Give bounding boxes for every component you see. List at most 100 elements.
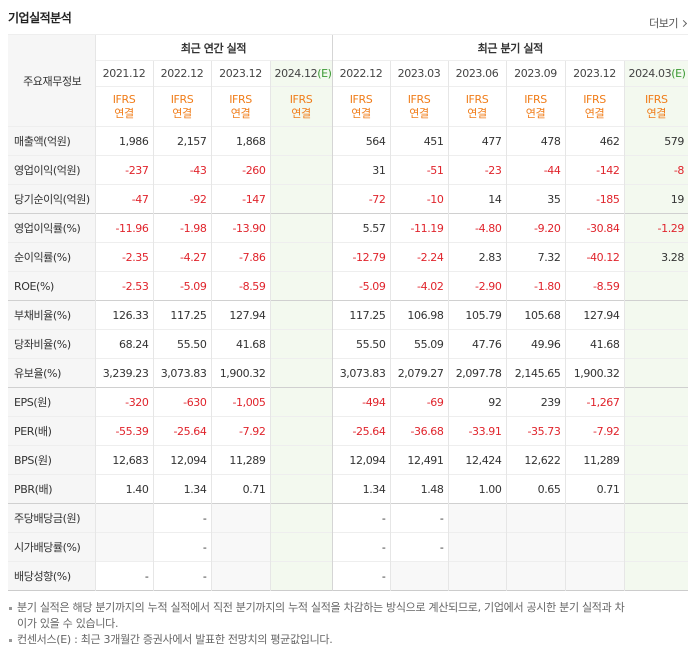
value-cell: 2,157 xyxy=(152,126,211,156)
value-cell: -1.98 xyxy=(152,213,211,243)
value-cell: -10 xyxy=(389,184,448,214)
value-cell: 1.00 xyxy=(447,474,506,504)
empty-cell xyxy=(269,532,332,562)
value-cell: -13.90 xyxy=(210,213,270,243)
more-link[interactable]: 더보기 xyxy=(649,15,686,31)
empty-cell xyxy=(269,387,332,417)
value-cell: 0.71 xyxy=(564,474,624,504)
value-cell: -2.53 xyxy=(94,271,153,301)
group-header: 최근 연간 실적 xyxy=(94,34,332,61)
row-label: 부채비율(%) xyxy=(8,300,95,330)
data-row: 유보율(%) 3,239.23 3,073.83 1,900.32 3,073.83 2,… xyxy=(8,358,688,388)
value-cell: -7.86 xyxy=(210,242,270,272)
period-header: 2023.03 xyxy=(389,60,448,87)
value-cell: -55.39 xyxy=(94,416,153,446)
basis-header: IFRS 연결 xyxy=(389,86,448,127)
empty-cell xyxy=(623,474,688,504)
row-label: PBR(배) xyxy=(8,474,95,504)
empty-cell xyxy=(269,503,332,533)
data-row: 영업이익률(%) -11.96 -1.98 -13.90 5.57 -11.19 -4.80… xyxy=(8,213,688,243)
financial-table: 주요재무정보 최근 연간 실적 최근 분기 실적 2021.12 2022.12 2023… xyxy=(8,34,688,591)
value-cell: -11.19 xyxy=(389,213,448,243)
group-header: 최근 분기 실적 xyxy=(331,34,688,61)
scope-label: 연결 xyxy=(351,106,371,120)
row-label: 당기순이익(억원) xyxy=(8,184,95,214)
value-cell: 105.68 xyxy=(505,300,565,330)
data-row: 부채비율(%) 126.33 117.25 127.94 117.25 106.98 105… xyxy=(8,300,688,330)
value-cell: -4.02 xyxy=(389,271,448,301)
basis-label: IFRS xyxy=(644,92,668,106)
basis-header: IFRS 연결 xyxy=(564,86,624,127)
header-row: IFRS 연결 IFRS 연결 IFRS 연결 IFRS 연결 IFRS 연결 IFRS 연결 IFRS… xyxy=(8,86,688,127)
value-cell: -494 xyxy=(331,387,390,417)
period-header: 2024.03(E) xyxy=(623,60,688,87)
empty-cell xyxy=(94,503,153,533)
value-cell: 1.34 xyxy=(152,474,211,504)
data-row: 배당성향(%) - - - xyxy=(8,561,688,591)
period-label: 2023.03 xyxy=(397,67,441,80)
value-cell: 31 xyxy=(331,155,390,185)
empty-cell xyxy=(269,126,332,156)
value-cell: 68.24 xyxy=(94,329,153,359)
value-cell: 239 xyxy=(505,387,565,417)
value-cell: -1.80 xyxy=(505,271,565,301)
empty-cell xyxy=(505,532,565,562)
empty-cell xyxy=(623,329,688,359)
value-cell: -4.80 xyxy=(447,213,506,243)
value-cell: 127.94 xyxy=(564,300,624,330)
data-row: 영업이익(억원) -237 -43 -260 31 -51 -23 -44 -142 -8 xyxy=(8,155,688,185)
basis-header: IFRS 연결 xyxy=(152,86,211,127)
value-cell: -36.68 xyxy=(389,416,448,446)
value-cell: -30.84 xyxy=(564,213,624,243)
value-cell: - xyxy=(389,503,448,533)
value-cell: 19 xyxy=(623,184,688,214)
value-cell: -260 xyxy=(210,155,270,185)
value-cell: -2.35 xyxy=(94,242,153,272)
row-label: 순이익률(%) xyxy=(8,242,95,272)
value-cell: - xyxy=(152,561,211,591)
value-cell: - xyxy=(331,561,390,591)
value-cell: -33.91 xyxy=(447,416,506,446)
value-cell: -47 xyxy=(94,184,153,214)
basis-header: IFRS 연결 xyxy=(210,86,270,127)
empty-cell xyxy=(623,532,688,562)
data-row: ROE(%) -2.53 -5.09 -8.59 -5.09 -4.02 -2.90 -1.8… xyxy=(8,271,688,301)
value-cell: 2.83 xyxy=(447,242,506,272)
value-cell: -1,005 xyxy=(210,387,270,417)
value-cell: - xyxy=(331,503,390,533)
period-label: 2022.12 xyxy=(339,67,383,80)
value-cell: -44 xyxy=(505,155,565,185)
empty-cell xyxy=(269,358,332,388)
period-header: 2023.12 xyxy=(564,60,624,87)
row-label: 당좌비율(%) xyxy=(8,329,95,359)
value-cell: -2.90 xyxy=(447,271,506,301)
row-label: 영업이익률(%) xyxy=(8,213,95,243)
value-cell: -237 xyxy=(94,155,153,185)
value-cell: 11,289 xyxy=(210,445,270,475)
empty-cell xyxy=(269,445,332,475)
scope-label: 연결 xyxy=(646,106,667,120)
row-label: 유보율(%) xyxy=(8,358,95,388)
empty-cell xyxy=(269,213,332,243)
value-cell: -1.29 xyxy=(623,213,688,243)
scope-label: 연결 xyxy=(230,106,251,120)
value-cell: -35.73 xyxy=(505,416,565,446)
row-label: ROE(%) xyxy=(8,271,95,301)
corner-header: 주요재무정보 xyxy=(8,34,95,127)
value-cell: - xyxy=(152,503,211,533)
value-cell: -7.92 xyxy=(564,416,624,446)
value-cell: 12,424 xyxy=(447,445,506,475)
period-header: 2023.09 xyxy=(505,60,565,87)
value-cell: 564 xyxy=(331,126,390,156)
value-cell: -72 xyxy=(331,184,390,214)
empty-cell xyxy=(623,561,688,591)
value-cell: 462 xyxy=(564,126,624,156)
value-cell: 3.28 xyxy=(623,242,688,272)
empty-cell xyxy=(505,561,565,591)
data-row: 순이익률(%) -2.35 -4.27 -7.86 -12.79 -2.24 2.83 7.3… xyxy=(8,242,688,272)
period-header: 2022.12 xyxy=(152,60,211,87)
value-cell: 1.40 xyxy=(94,474,153,504)
value-cell: -320 xyxy=(94,387,153,417)
basis-label: IFRS xyxy=(524,92,547,106)
period-header: 2023.12 xyxy=(210,60,270,87)
